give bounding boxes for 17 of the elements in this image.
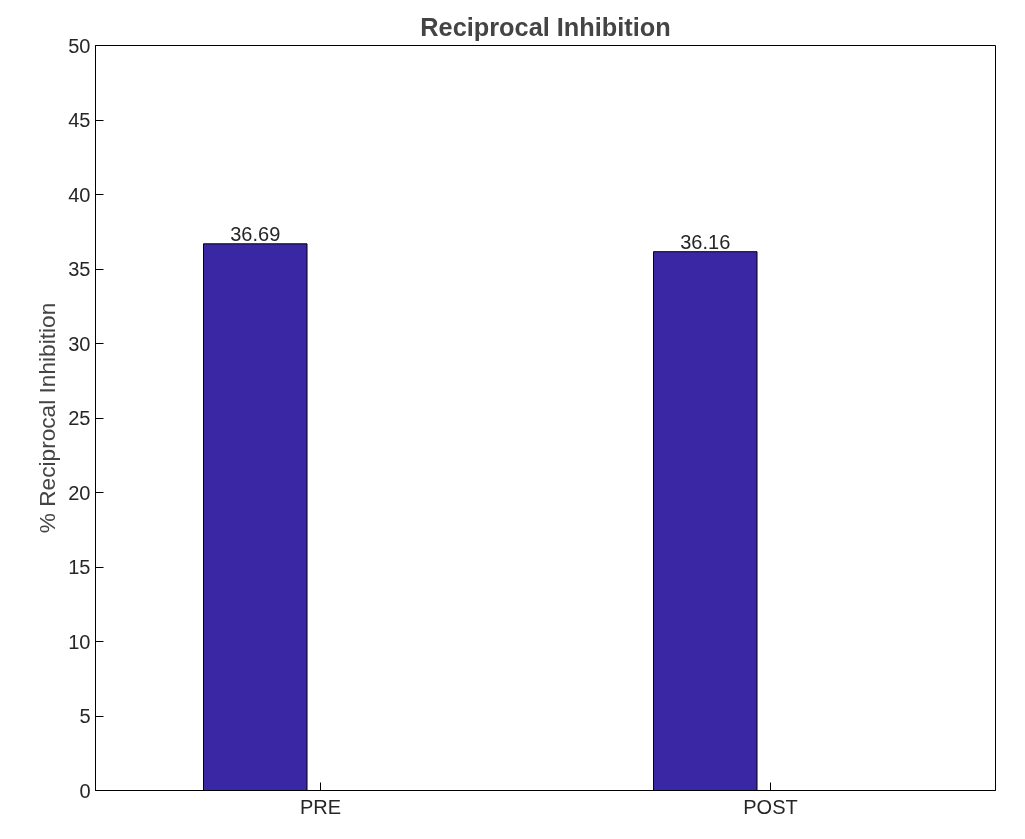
x-tick-label: PRE (299, 795, 342, 818)
y-tick-label: 40 (68, 183, 91, 206)
y-tick-label: 15 (68, 556, 91, 578)
y-tick-label: 0 (79, 779, 91, 802)
y-tick-label: 35 (68, 258, 91, 280)
y-tick-label: 20 (68, 481, 91, 504)
data-label: 36.69 (230, 222, 281, 245)
data-label: 36.16 (680, 230, 731, 253)
chart-title: Reciprocal Inhibition (420, 12, 671, 41)
x-tick-label: POST (743, 795, 798, 818)
y-axis-title: % Reciprocal Inhibition (34, 302, 61, 534)
y-tick-label: 25 (68, 407, 91, 429)
y-tick-label: 5 (79, 705, 91, 727)
y-tick-label: 10 (68, 630, 91, 653)
y-tick-label: 30 (68, 332, 91, 355)
y-tick-label: 45 (68, 109, 91, 131)
y-tick-label: 50 (68, 34, 91, 57)
